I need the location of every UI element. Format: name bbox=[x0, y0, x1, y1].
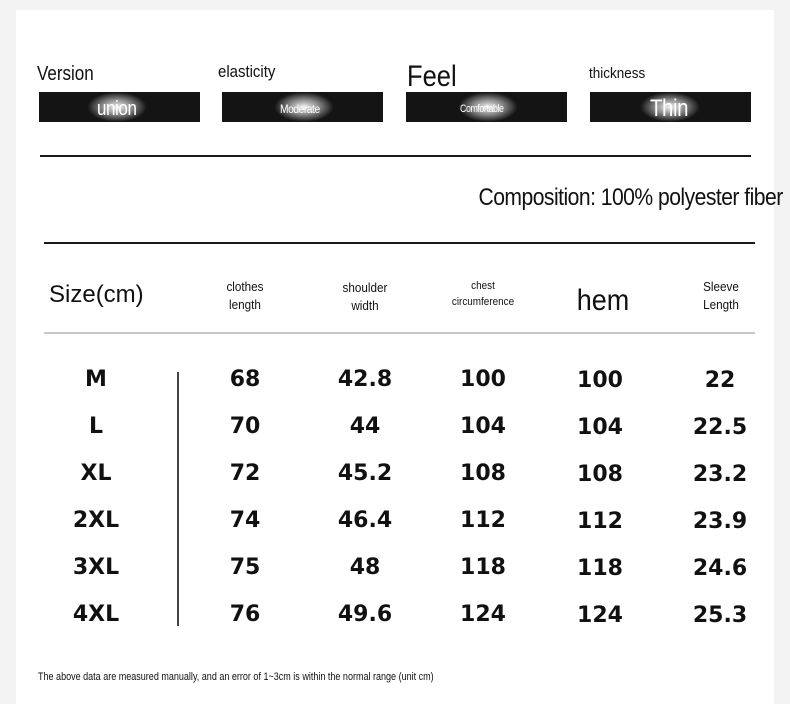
table-row-size: 4XL bbox=[72, 602, 120, 627]
table-cell: 75 bbox=[229, 555, 261, 580]
table-cell: 44 bbox=[349, 414, 381, 439]
highlight-glow bbox=[87, 92, 147, 122]
column-header-chest-circumference: chest circumference bbox=[438, 278, 528, 310]
size-column-separator bbox=[177, 372, 179, 626]
table-cell: 68 bbox=[229, 367, 261, 392]
table-row-size: 3XL bbox=[72, 555, 120, 580]
column-header-line1: Sleeve bbox=[703, 279, 739, 294]
highlight-glow bbox=[640, 92, 700, 122]
table-cell: 22.5 bbox=[692, 415, 748, 440]
table-cell: 118 bbox=[577, 556, 623, 581]
table-cell: 100 bbox=[577, 368, 623, 393]
attr-value-version: union bbox=[97, 98, 137, 120]
table-cell: 23.9 bbox=[692, 509, 748, 534]
table-cell: 48 bbox=[349, 555, 381, 580]
table-cell: 124 bbox=[460, 602, 506, 627]
highlight-glow bbox=[274, 92, 334, 122]
column-header-line2: width bbox=[351, 298, 379, 313]
table-cell: 25.3 bbox=[692, 603, 748, 628]
attr-bar-thickness: Thin bbox=[590, 92, 751, 122]
table-cell: 108 bbox=[577, 462, 623, 487]
attr-value-elasticity: Moderate bbox=[280, 102, 320, 116]
table-cell: 72 bbox=[229, 461, 261, 486]
table-cell: 112 bbox=[460, 508, 506, 533]
attr-bar-elasticity: Moderate bbox=[222, 92, 383, 122]
attr-label-version: Version bbox=[37, 63, 94, 85]
attr-value-thickness: Thin bbox=[650, 95, 688, 122]
table-cell: 108 bbox=[460, 461, 506, 486]
column-header-line1: clothes bbox=[226, 279, 264, 294]
column-header-hem: hem bbox=[567, 284, 639, 318]
column-header-shoulder-width: shoulder width bbox=[329, 279, 401, 315]
column-header-line1: shoulder bbox=[342, 280, 388, 295]
table-cell: 70 bbox=[229, 414, 261, 439]
footnote: The above data are measured manually, an… bbox=[38, 671, 434, 683]
attr-value-feel: Comfortable bbox=[460, 103, 504, 115]
header-divider bbox=[44, 332, 755, 334]
table-cell: 124 bbox=[577, 603, 623, 628]
size-chart-card bbox=[16, 10, 774, 704]
table-cell: 104 bbox=[460, 414, 506, 439]
attr-label-feel: Feel bbox=[407, 60, 457, 93]
column-header-line1: chest bbox=[471, 280, 495, 292]
table-cell: 22 bbox=[704, 368, 736, 393]
column-header-sleeve-length: Sleeve Length bbox=[685, 278, 757, 314]
table-row-size: 2XL bbox=[72, 508, 120, 533]
column-header-clothes-length: clothes length bbox=[209, 278, 281, 314]
table-cell: 42.8 bbox=[337, 367, 393, 392]
column-header-line2: circumference bbox=[451, 296, 515, 308]
size-column-header: Size(cm) bbox=[49, 281, 144, 308]
column-header-line2: length bbox=[229, 297, 261, 312]
divider-top bbox=[40, 155, 751, 157]
table-cell: 23.2 bbox=[692, 462, 748, 487]
table-row-size: XL bbox=[80, 461, 112, 486]
attr-bar-version: union bbox=[39, 92, 200, 122]
divider-middle bbox=[44, 242, 755, 244]
attr-label-thickness: thickness bbox=[589, 65, 646, 82]
table-cell: 112 bbox=[577, 509, 623, 534]
table-cell: 100 bbox=[460, 367, 506, 392]
attr-label-elasticity: elasticity bbox=[218, 62, 276, 81]
table-row-size: L bbox=[88, 414, 104, 439]
highlight-glow bbox=[458, 92, 518, 122]
table-cell: 74 bbox=[229, 508, 261, 533]
table-cell: 118 bbox=[460, 555, 506, 580]
table-cell: 46.4 bbox=[337, 508, 393, 533]
column-header-line2: Length bbox=[703, 297, 739, 312]
table-cell: 76 bbox=[229, 602, 261, 627]
table-cell: 49.6 bbox=[337, 602, 393, 627]
composition-text: Composition: 100% polyester fiber bbox=[478, 184, 784, 211]
attr-bar-feel: Comfortable bbox=[406, 92, 567, 122]
table-cell: 104 bbox=[577, 415, 623, 440]
table-cell: 24.6 bbox=[692, 556, 748, 581]
table-cell: 45.2 bbox=[337, 461, 393, 486]
table-row-size: M bbox=[85, 367, 107, 392]
column-header-line1: hem bbox=[576, 284, 630, 317]
